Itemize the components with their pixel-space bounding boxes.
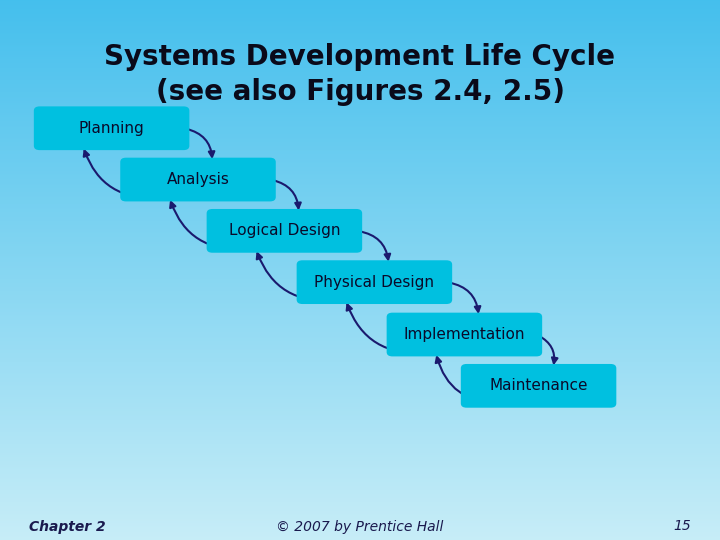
Text: Analysis: Analysis <box>166 172 230 187</box>
FancyBboxPatch shape <box>297 260 452 304</box>
Text: Implementation: Implementation <box>404 327 525 342</box>
Text: Logical Design: Logical Design <box>229 224 340 238</box>
FancyBboxPatch shape <box>34 106 189 150</box>
Text: Planning: Planning <box>78 121 145 136</box>
Text: Physical Design: Physical Design <box>315 275 434 289</box>
FancyBboxPatch shape <box>461 364 616 408</box>
FancyBboxPatch shape <box>120 158 276 201</box>
Text: Chapter 2: Chapter 2 <box>29 519 105 534</box>
Text: 15: 15 <box>673 519 691 534</box>
Text: © 2007 by Prentice Hall: © 2007 by Prentice Hall <box>276 519 444 534</box>
FancyBboxPatch shape <box>387 313 542 356</box>
Text: (see also Figures 2.4, 2.5): (see also Figures 2.4, 2.5) <box>156 78 564 106</box>
FancyBboxPatch shape <box>207 209 362 253</box>
Text: Systems Development Life Cycle: Systems Development Life Cycle <box>104 43 616 71</box>
Text: Maintenance: Maintenance <box>490 379 588 393</box>
